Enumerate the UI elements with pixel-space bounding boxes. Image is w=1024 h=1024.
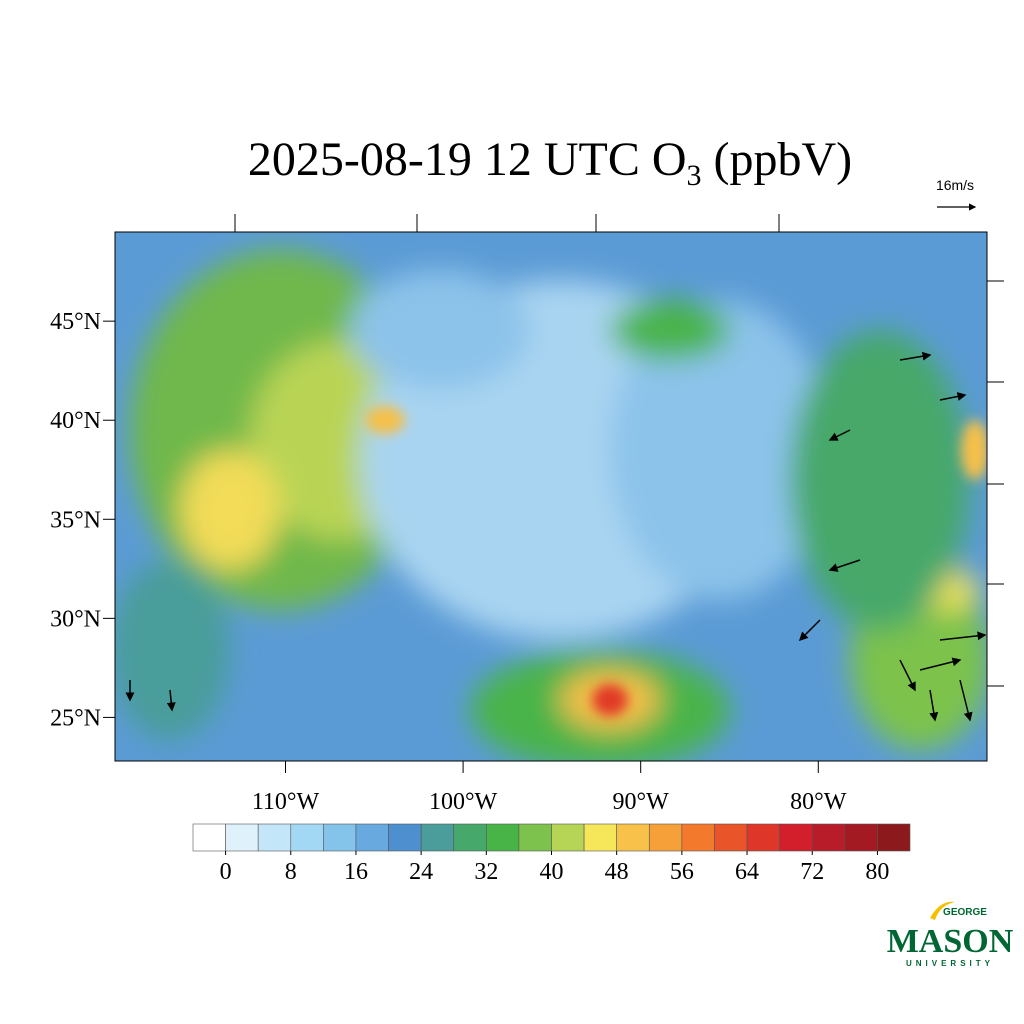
colorbar-swatch: [648, 823, 683, 852]
colorbar-swatch: [453, 823, 487, 852]
colorbar-tick-label: 56: [670, 859, 694, 885]
colorbar-swatch: [811, 823, 846, 852]
logo-main: MASON: [887, 923, 1014, 960]
colorbar-tick-label: 8: [285, 859, 297, 885]
lon-tick-label: 110°W: [252, 789, 320, 815]
frame-ticks: [234, 214, 1004, 687]
lat-tick-label: 35°N: [50, 507, 101, 533]
colorbar-tick-label: 48: [605, 859, 629, 885]
colorbar-swatch: [257, 823, 292, 852]
colorbar-swatch: [192, 823, 226, 852]
colorbar-tick-label: 40: [540, 859, 564, 885]
colorbar-swatch: [877, 823, 911, 852]
lat-tick-label: 40°N: [50, 408, 101, 434]
colorbar-tick-label: 0: [220, 859, 232, 885]
colorbar-tick-label: 72: [800, 859, 824, 885]
wind-vectors: [125, 351, 987, 722]
colorbar-tick-label: 16: [344, 859, 368, 885]
colorbar-tick-label: 80: [865, 859, 889, 885]
colorbar-swatch: [779, 823, 813, 852]
colorbar-swatch: [518, 823, 552, 852]
colorbar-swatch: [746, 823, 780, 852]
colorbar-swatch: [714, 823, 748, 852]
lat-tick-label: 45°N: [50, 309, 101, 335]
colorbar-swatch: [290, 823, 324, 852]
logo-top: GEORGE: [943, 907, 987, 918]
vector-reference-label: 16m/s: [936, 177, 974, 193]
colorbar-swatch: [681, 823, 715, 852]
title: 2025-08-19 12 UTC O3 (ppbV): [248, 133, 852, 192]
colorbar-tick-label: 64: [735, 859, 759, 885]
colorbar-swatch: [323, 823, 357, 852]
lat-tick-label: 30°N: [50, 606, 101, 632]
lon-tick-label: 80°W: [790, 789, 847, 815]
lon-tick-label: 90°W: [613, 789, 670, 815]
colorbar-tick-label: 24: [409, 859, 433, 885]
colorbar-swatch: [844, 823, 878, 852]
colorbar-swatch: [355, 823, 389, 852]
logo: GEORGE MASON UNIVERSITY: [887, 901, 1014, 968]
colorbar-swatch: [388, 823, 422, 852]
colorbar-swatch: [225, 823, 259, 852]
colorbar-swatch: [420, 823, 455, 852]
lat-tick-label: 25°N: [50, 705, 101, 731]
colorbar-swatch: [486, 823, 520, 852]
colorbar-swatch: [551, 823, 585, 852]
map-frame: [114, 231, 988, 762]
logo-bottom: UNIVERSITY: [906, 959, 994, 968]
colorbar-tick-label: 32: [474, 859, 498, 885]
colorbar-swatch: [616, 823, 650, 852]
lon-tick-label: 100°W: [429, 789, 498, 815]
colorbar-swatch: [583, 823, 617, 852]
ozone-field: [115, 232, 987, 761]
